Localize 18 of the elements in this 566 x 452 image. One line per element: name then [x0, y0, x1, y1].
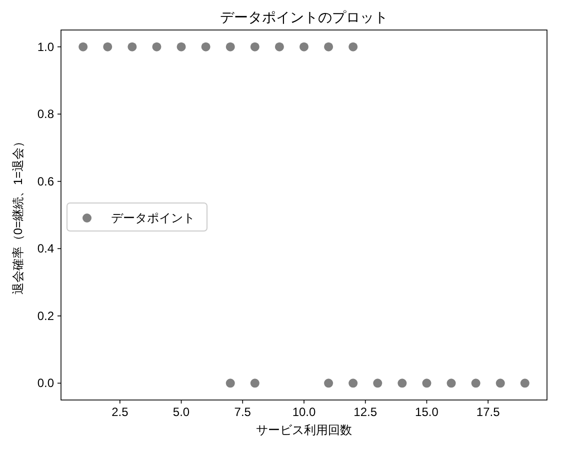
x-tick-label: 2.5	[112, 405, 129, 419]
x-tick-label: 5.0	[172, 405, 190, 419]
x-tick-label: 12.5	[354, 405, 378, 419]
x-tick-label: 17.5	[476, 405, 500, 419]
x-tick-label: 7.5	[234, 405, 252, 419]
y-tick-label: 0.4	[37, 242, 54, 256]
x-tick-label: 15.0	[415, 405, 439, 419]
y-tick-label: 0.6	[37, 174, 54, 188]
legend-label: データポイント	[111, 211, 195, 225]
chart-title: データポイントのプロット	[220, 9, 388, 25]
legend: データポイント	[66, 202, 208, 232]
y-tick-label: 0.2	[37, 308, 54, 323]
y-axis-title: 退会確率（0=継続、1=退会）	[11, 135, 25, 295]
y-tick-label: 1.0	[37, 40, 54, 54]
y-tick-label: 0.8	[37, 107, 54, 122]
x-tick-label: 10.0	[292, 405, 316, 419]
x-axis-title: サービス利用回数	[256, 423, 352, 437]
y-tick-label: 0.0	[37, 376, 54, 390]
